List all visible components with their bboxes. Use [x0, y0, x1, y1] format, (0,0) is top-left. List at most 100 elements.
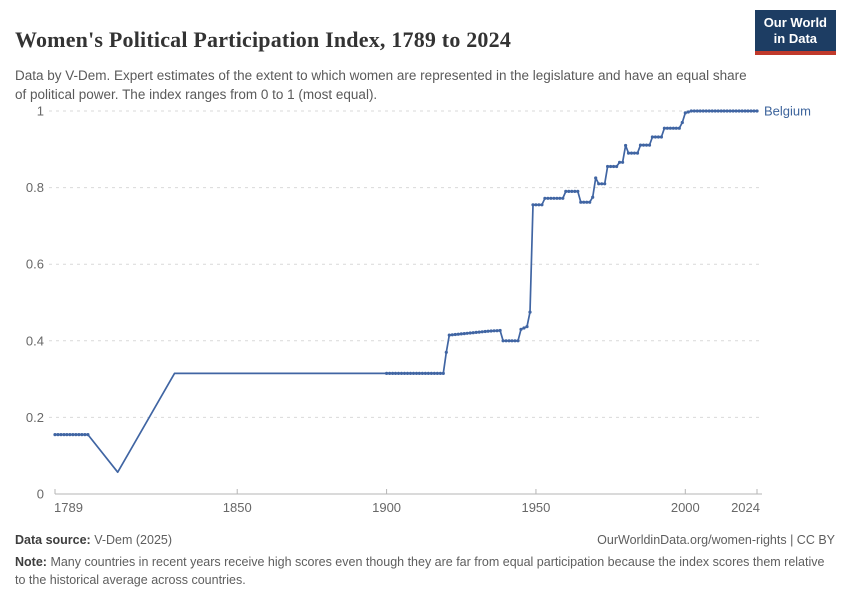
- data-point: [465, 331, 469, 335]
- data-point: [71, 433, 75, 437]
- data-point: [609, 164, 613, 169]
- y-tick-label: 0.4: [26, 333, 44, 348]
- data-point: [408, 371, 413, 375]
- data-point: [594, 176, 598, 180]
- data-point: [53, 433, 57, 437]
- data-point: [417, 371, 421, 375]
- data-point: [674, 126, 678, 130]
- data-point: [677, 126, 681, 130]
- data-point: [396, 371, 401, 375]
- data-point: [752, 109, 756, 113]
- data-point: [716, 109, 720, 113]
- data-point: [743, 109, 747, 113]
- chart-footer: Data source: V-Dem (2025) OurWorldinData…: [15, 533, 835, 589]
- data-point: [388, 371, 392, 375]
- data-point: [695, 109, 699, 113]
- data-point: [734, 109, 738, 113]
- data-point: [713, 109, 717, 113]
- data-point: [438, 371, 442, 375]
- footer-note-label: Note:: [15, 555, 47, 569]
- data-point: [525, 325, 529, 329]
- data-point: [656, 135, 661, 139]
- footer-citation-link[interactable]: OurWorldinData.org/women-rights | CC BY: [597, 533, 835, 547]
- data-point: [531, 203, 535, 207]
- data-point: [665, 126, 670, 130]
- data-point: [444, 350, 448, 354]
- data-point: [486, 329, 490, 333]
- y-gridlines: [49, 110, 762, 495]
- entity-label[interactable]: Belgium: [764, 104, 811, 119]
- data-point: [570, 189, 574, 193]
- owid-logo-line2: in Data: [773, 31, 818, 47]
- data-point: [629, 151, 634, 155]
- data-source-label: Data source:: [15, 533, 91, 547]
- series-line: [55, 110, 757, 474]
- data-point: [426, 371, 430, 375]
- data-point: [405, 371, 410, 375]
- y-tick-label: 0.2: [26, 410, 44, 425]
- data-point: [546, 196, 550, 200]
- data-point: [632, 151, 637, 155]
- data-point: [534, 203, 538, 207]
- data-point: [447, 333, 451, 337]
- data-point: [420, 371, 424, 375]
- data-point: [59, 433, 63, 437]
- data-point: [414, 371, 419, 375]
- data-point: [68, 433, 72, 437]
- data-point: [683, 111, 687, 115]
- data-point: [528, 310, 532, 314]
- data-point: [504, 339, 508, 343]
- data-point: [606, 164, 610, 169]
- x-tick-label: 1950: [521, 500, 550, 515]
- data-point: [749, 109, 753, 113]
- data-point: [653, 135, 658, 139]
- y-tick-label: 1: [37, 104, 44, 119]
- data-point: [567, 189, 571, 193]
- data-point: [662, 126, 667, 130]
- series-markers: [53, 109, 759, 437]
- data-point: [456, 332, 460, 336]
- data-point: [704, 109, 708, 113]
- data-point: [746, 109, 750, 113]
- owid-logo-line1: Our World: [763, 15, 827, 30]
- x-tick-label: 1789: [54, 500, 83, 515]
- data-point: [65, 433, 69, 437]
- data-point: [624, 143, 628, 148]
- data-point: [540, 203, 544, 207]
- data-point: [585, 200, 589, 204]
- data-point: [462, 332, 466, 336]
- data-point: [498, 328, 502, 333]
- data-point: [429, 371, 433, 375]
- x-tick-label: 1900: [372, 500, 401, 515]
- data-point: [710, 109, 714, 113]
- data-point: [659, 135, 664, 139]
- data-source: Data source: V-Dem (2025): [15, 533, 172, 547]
- data-point: [638, 143, 643, 147]
- data-point: [737, 109, 741, 113]
- data-point: [626, 151, 631, 155]
- data-point: [722, 109, 726, 113]
- data-point: [519, 327, 523, 331]
- data-point: [62, 433, 66, 437]
- data-point: [707, 109, 711, 113]
- data-point: [612, 164, 616, 169]
- data-point: [588, 200, 592, 204]
- data-point: [474, 330, 478, 334]
- data-point: [477, 330, 481, 334]
- y-tick-label: 0: [37, 487, 44, 502]
- data-point: [755, 109, 759, 113]
- data-point: [680, 120, 684, 125]
- data-point: [719, 109, 723, 113]
- data-point: [80, 433, 84, 437]
- data-point: [668, 126, 673, 130]
- data-point: [393, 371, 398, 375]
- data-point: [549, 196, 553, 200]
- owid-logo: Our World in Data: [754, 10, 836, 55]
- data-point: [516, 339, 520, 343]
- data-point: [77, 433, 81, 437]
- data-point: [522, 326, 526, 330]
- data-point: [635, 151, 640, 155]
- data-point: [411, 371, 416, 375]
- data-point: [468, 331, 472, 335]
